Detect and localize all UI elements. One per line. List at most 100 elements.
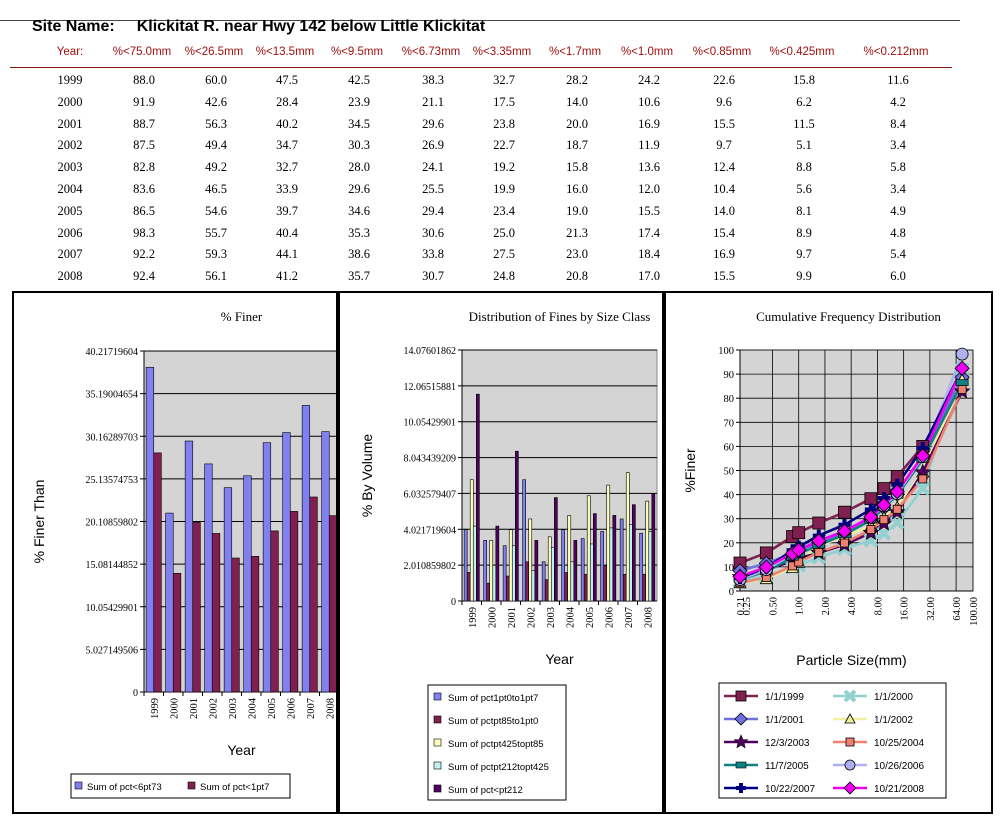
legend-label: 10/25/2004 — [874, 738, 924, 749]
value-cell: 30.6 — [422, 225, 444, 240]
x-tick-label: 64.00 — [952, 597, 963, 621]
value-cell: 32.7 — [276, 160, 298, 175]
bar — [586, 495, 591, 602]
value-cell: 32.7 — [493, 73, 515, 87]
y-tick-label: 0 — [133, 688, 138, 699]
x-tick-label: 2001 — [189, 698, 200, 719]
value-cell: 3.4 — [890, 182, 906, 196]
legend-label: Sum of pctpt212topt425 — [448, 762, 549, 773]
legend-label: 10/21/2008 — [874, 784, 924, 795]
col-header: %<1.7mm — [548, 46, 602, 58]
value-cell: 56.1 — [205, 269, 227, 284]
year-cell: 2007 — [57, 247, 83, 262]
y-tick-label: 15.08144852 — [86, 560, 139, 571]
bar — [321, 431, 330, 693]
x-tick-label: 8.00 — [873, 597, 884, 615]
value-cell: 10.6 — [638, 94, 660, 109]
bar — [145, 366, 155, 693]
bar — [309, 496, 318, 693]
chart-percent-finer: % Finer 0 5.027149506 10.05429901 15.0814485… — [31, 309, 340, 799]
y-tick-label: 6.032579407 — [404, 489, 457, 500]
bar — [550, 547, 555, 602]
x-tick-label: 2000 — [487, 607, 498, 628]
value-cell: 22.7 — [493, 138, 515, 153]
value-cell: 34.6 — [348, 203, 370, 218]
value-cell: 34.7 — [276, 138, 298, 153]
value-cell: 9.6 — [716, 94, 732, 109]
y-tick-label: 35.19004654 — [86, 390, 139, 401]
value-cell: 12.4 — [713, 160, 735, 175]
legend-box — [718, 682, 947, 799]
y-tick-label: 2.010859802 — [404, 561, 457, 572]
value-cell: 87.5 — [133, 138, 155, 153]
marker-bar — [955, 379, 969, 386]
bar — [625, 472, 630, 602]
bar — [486, 582, 491, 602]
legend-label: Sum of pct1pt0to1pt7 — [448, 693, 538, 704]
bar — [645, 500, 650, 602]
y-tick-label: 20 — [724, 539, 735, 550]
x-tick-label: 2003 — [546, 607, 557, 628]
y-tick-label: 5.027149506 — [86, 645, 139, 656]
value-cell: 33.9 — [276, 182, 298, 196]
marker-diamond — [954, 360, 970, 376]
y-tick-label: 4.021719604 — [404, 525, 457, 536]
col-header: %<26.5mm — [184, 46, 244, 58]
x-tick-label: 1999 — [150, 698, 161, 719]
table-header-rule — [10, 67, 952, 68]
col-header: %<0.85mm — [692, 46, 752, 58]
site-title: Site Name: Klickitat R. near Hwy 142 belo… — [32, 18, 485, 36]
value-cell: 28.2 — [566, 73, 588, 87]
year-cell: 2000 — [57, 94, 83, 109]
value-cell: 19.9 — [493, 182, 515, 196]
bar — [544, 579, 549, 602]
value-cell: 26.9 — [422, 138, 444, 153]
value-cell: 15.5 — [638, 203, 660, 218]
col-header: %<0.425mm — [769, 46, 835, 58]
value-cell: 29.6 — [422, 116, 444, 131]
value-cell: 38.6 — [348, 247, 370, 262]
site-name-label: Site Name: — [32, 18, 115, 35]
legend-label: Sum of pctpt425topt85 — [448, 739, 544, 750]
chart-panel-cumulative: Cumulative Frequency Distribution 0.21 0.2… — [664, 291, 993, 814]
value-cell: 11.9 — [638, 138, 660, 153]
marker-plus — [736, 783, 746, 793]
value-cell: 42.6 — [205, 94, 227, 109]
bar — [511, 545, 516, 602]
value-cell: 8.9 — [796, 225, 812, 240]
bar — [531, 570, 536, 602]
y-axis-label: %Finer — [682, 448, 698, 493]
bar — [489, 540, 494, 602]
value-cell: 16.9 — [713, 247, 735, 262]
value-cell: 17.5 — [493, 94, 515, 109]
x-tick-label: 2004 — [247, 697, 258, 719]
bar — [495, 525, 500, 602]
col-header: %<0.212mm — [863, 46, 929, 58]
col-header: %<9.5mm — [330, 46, 384, 58]
value-cell: 33.8 — [422, 247, 444, 262]
col-header: %<13.5mm — [255, 46, 315, 58]
bar — [153, 452, 162, 693]
marker-square — [866, 525, 876, 534]
marker-diamond — [732, 568, 748, 585]
value-cell: 8.1 — [796, 203, 812, 218]
marker-square — [814, 548, 824, 557]
y-tick-label: 90 — [724, 370, 735, 381]
value-cell: 83.6 — [133, 182, 155, 196]
x-tick-label: 2007 — [624, 607, 635, 628]
y-tick-label: 10 — [724, 563, 735, 574]
marker-square — [892, 504, 902, 514]
bar — [639, 532, 643, 602]
plot-area — [461, 349, 658, 602]
value-cell: 35.7 — [348, 269, 370, 284]
value-cell: 25.5 — [422, 182, 444, 196]
chart-title: Cumulative Frequency Distribution — [756, 309, 941, 324]
value-cell: 23.0 — [566, 247, 588, 262]
marker-diamond — [863, 509, 879, 525]
value-cell: 11.5 — [793, 116, 815, 131]
value-cell: 23.8 — [493, 116, 515, 131]
y-tick-label: 8.043439209 — [404, 454, 457, 465]
marker-circle — [844, 759, 856, 771]
bar — [282, 432, 291, 693]
bar — [250, 556, 260, 693]
